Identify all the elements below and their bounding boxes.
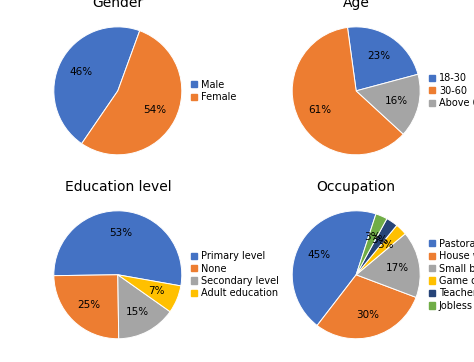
Text: 7%: 7% xyxy=(148,286,164,296)
Title: Gender: Gender xyxy=(92,0,144,10)
Wedge shape xyxy=(82,31,182,155)
Legend: Primary level, None, Secondary level, Adult education: Primary level, None, Secondary level, Ad… xyxy=(190,250,279,299)
Wedge shape xyxy=(317,275,416,339)
Text: 17%: 17% xyxy=(386,263,409,273)
Text: 3%: 3% xyxy=(365,232,381,241)
Wedge shape xyxy=(347,27,418,91)
Text: 15%: 15% xyxy=(126,307,149,317)
Title: Education level: Education level xyxy=(64,180,171,194)
Wedge shape xyxy=(54,27,140,144)
Text: 45%: 45% xyxy=(308,251,331,260)
Text: 54%: 54% xyxy=(143,105,166,115)
Wedge shape xyxy=(118,275,181,312)
Wedge shape xyxy=(356,234,420,297)
Text: 61%: 61% xyxy=(308,105,331,115)
Wedge shape xyxy=(356,219,397,275)
Wedge shape xyxy=(54,211,182,286)
Text: 16%: 16% xyxy=(385,96,408,106)
Wedge shape xyxy=(356,74,420,134)
Text: 30%: 30% xyxy=(356,310,379,320)
Legend: Male, Female: Male, Female xyxy=(190,79,237,103)
Wedge shape xyxy=(292,211,376,325)
Title: Age: Age xyxy=(343,0,370,10)
Legend: Pastoralist, House wife, Small business, Game officer, Teacher, Jobless: Pastoralist, House wife, Small business,… xyxy=(428,238,474,312)
Text: 46%: 46% xyxy=(69,67,92,77)
Text: 23%: 23% xyxy=(368,51,391,61)
Title: Occupation: Occupation xyxy=(317,180,396,194)
Wedge shape xyxy=(356,214,387,275)
Wedge shape xyxy=(292,28,403,155)
Legend: 18-30, 30-60, Above 60: 18-30, 30-60, Above 60 xyxy=(428,72,474,109)
Wedge shape xyxy=(356,225,405,275)
Wedge shape xyxy=(118,275,170,339)
Text: 3%: 3% xyxy=(371,235,388,245)
Text: 3%: 3% xyxy=(377,240,394,250)
Text: 53%: 53% xyxy=(109,228,133,238)
Text: 25%: 25% xyxy=(77,300,100,310)
Wedge shape xyxy=(54,275,118,339)
